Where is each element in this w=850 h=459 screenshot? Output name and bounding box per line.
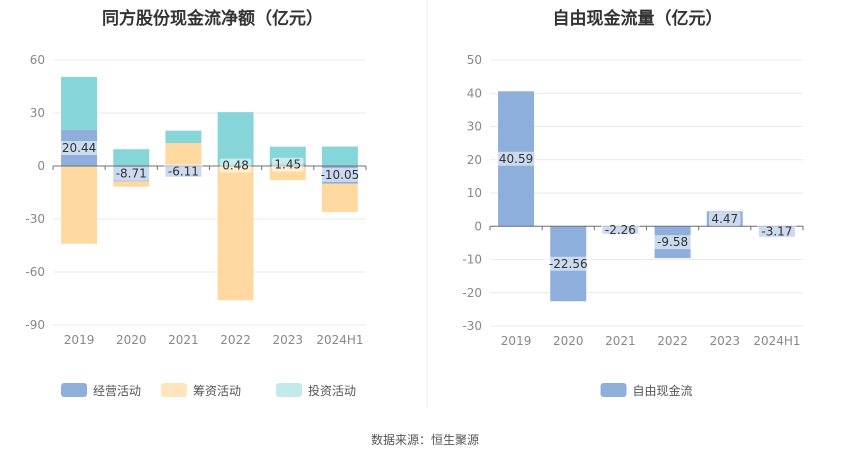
left-legend-label: 经营活动 (93, 384, 141, 398)
right-legend-item: 自由现金流 (600, 383, 693, 398)
right-y-tick-label: -10 (462, 253, 482, 267)
right-y-tick-label: 10 (467, 186, 482, 200)
left-legend-swatch (276, 383, 302, 397)
left-y-tick-label: -60 (25, 265, 45, 279)
left-legend-swatch (161, 383, 187, 397)
right-x-tick-label: 2022 (657, 334, 688, 348)
left-data-label-bg (111, 166, 151, 181)
data-source-note: 数据来源：恒生聚源 (370, 433, 479, 447)
right-legend-swatch (600, 383, 627, 397)
left-bar-financing (321, 183, 358, 213)
right-data-label-bg (496, 151, 536, 166)
right-x-tick-label: 2020 (553, 334, 584, 348)
right-y-tick-label: 50 (467, 53, 482, 67)
right-data-label: -2.26 (605, 223, 636, 237)
left-legend-label: 筹资活动 (193, 384, 241, 398)
right-x-tick-label: 2019 (501, 334, 532, 348)
right-data-label: -22.56 (549, 257, 588, 271)
right-y-tick-label: 40 (467, 86, 482, 100)
left-x-tick-label: 2023 (272, 333, 303, 347)
left-bar-financing (61, 166, 98, 244)
left-legend-item: 筹资活动 (161, 383, 241, 398)
left-y-tick-label: 60 (30, 53, 45, 67)
left-data-label: 1.45 (274, 158, 301, 172)
right-y-tick-label: -20 (462, 286, 482, 300)
left-y-tick-label: 30 (30, 106, 45, 120)
left-data-label: 0.48 (222, 159, 249, 173)
left-legend-item: 经营活动 (61, 383, 141, 398)
left-y-tick-label: -90 (25, 318, 45, 332)
left-data-label: -8.71 (116, 167, 147, 181)
left-legend-label: 投资活动 (308, 383, 356, 398)
left-y-tick-label: -30 (25, 212, 45, 226)
right-data-label: 40.59 (499, 152, 533, 166)
left-chart-title: 同方股份现金流净额（亿元） (102, 9, 323, 29)
left-x-tick-label: 2020 (116, 333, 147, 347)
left-x-tick-label: 2019 (64, 333, 95, 347)
right-data-label-bg (545, 256, 592, 271)
left-x-tick-label: 2022 (220, 333, 251, 347)
left-bar-financing (217, 166, 254, 301)
right-x-tick-label: 2023 (709, 334, 740, 348)
right-data-label-bg (653, 235, 693, 250)
left-bar-investing (217, 112, 254, 166)
left-data-label-bg (59, 140, 99, 155)
right-data-label: -3.17 (761, 225, 792, 239)
left-bar-financing (113, 181, 150, 187)
right-y-tick-label: 20 (467, 153, 482, 167)
right-data-label-bg (708, 211, 741, 226)
right-data-label: 4.47 (711, 212, 738, 226)
left-data-label-bg (316, 167, 364, 182)
left-data-label: 20.44 (62, 141, 96, 155)
left-data-label-bg (219, 158, 252, 173)
right-legend-label: 自由现金流 (633, 383, 693, 398)
left-bar-financing (165, 143, 202, 166)
left-legend-item: 投资活动 (276, 383, 356, 398)
right-data-label: -9.58 (657, 235, 688, 249)
left-bar-investing (113, 149, 150, 166)
left-bar-investing (61, 76, 98, 130)
right-x-tick-label: 2024H1 (753, 334, 800, 348)
left-legend-swatch (61, 383, 87, 397)
left-x-tick-label: 2024H1 (316, 333, 363, 347)
left-data-label-bg (163, 164, 203, 179)
left-data-label-bg (271, 157, 304, 172)
right-data-label-bg (600, 223, 640, 238)
right-chart-title: 自由现金流量（亿元） (552, 9, 723, 29)
left-data-label: -6.11 (168, 164, 199, 178)
left-y-tick-label: 0 (37, 159, 45, 173)
right-y-tick-label: 30 (467, 120, 482, 134)
right-data-label-bg (757, 224, 797, 239)
left-x-tick-label: 2021 (168, 333, 199, 347)
right-chart: 50 40 30 20 10 0 -10 -20 -30 2019 2020 2021 2022 2023… (462, 53, 804, 398)
left-data-label: -10.05 (321, 168, 360, 182)
right-y-tick-label: 0 (474, 219, 482, 233)
left-bar-investing (165, 130, 202, 144)
right-y-tick-label: -30 (462, 319, 482, 333)
left-bar-investing (321, 146, 358, 166)
left-chart: 60 30 0 -30 -60 -90 2019 2020 2021 2022 2023 2024H1… (25, 53, 367, 398)
right-x-tick-label: 2021 (605, 334, 636, 348)
